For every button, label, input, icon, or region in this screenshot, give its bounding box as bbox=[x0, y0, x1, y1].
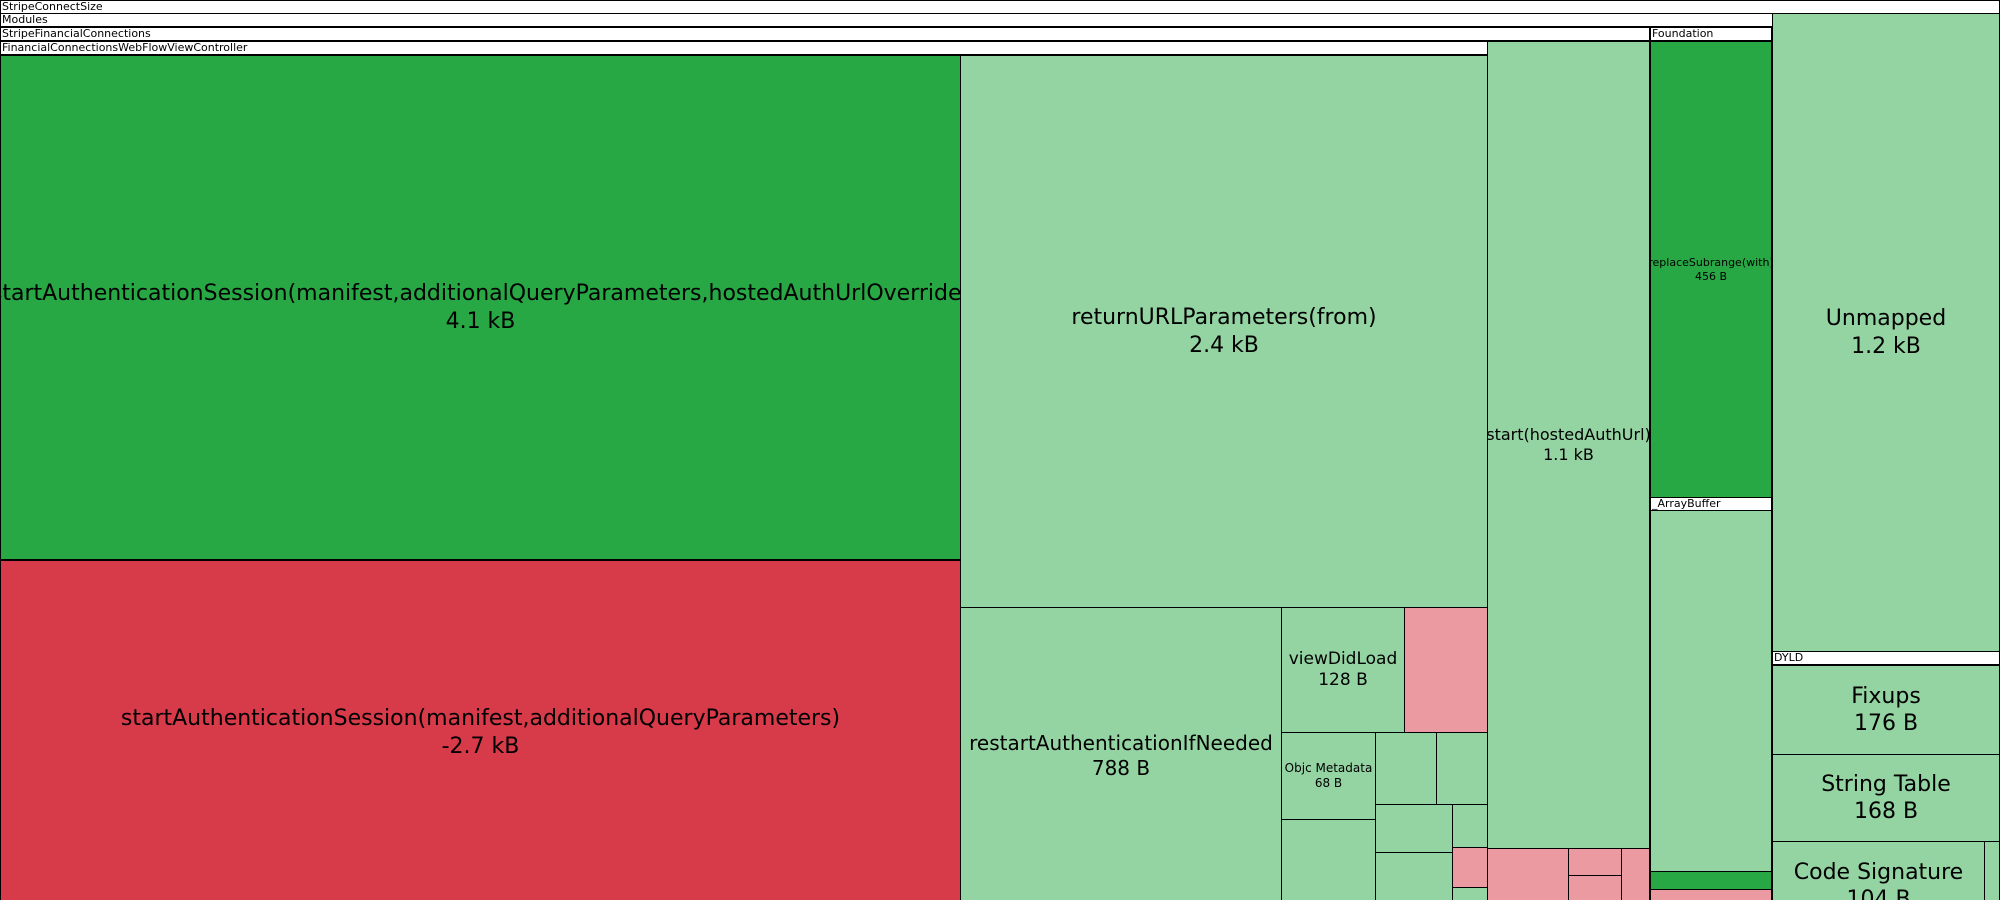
cell-value: 176 B bbox=[1853, 711, 1919, 736]
cell-label: startAuthenticationSession(manifest,addi… bbox=[120, 706, 841, 731]
treemap-cell[interactable] bbox=[1452, 847, 1488, 888]
treemap-cell[interactable]: returnURLParameters(from) 2.4 kB bbox=[960, 55, 1488, 608]
treemap-cell[interactable]: Unmapped 1.2 kB bbox=[1772, 13, 2000, 652]
treemap-cell[interactable]: Objc Metadata 68 B bbox=[1281, 732, 1376, 820]
cell-value: 2.4 kB bbox=[1189, 332, 1259, 358]
treemap-cell[interactable] bbox=[1650, 510, 1772, 872]
cell-value: -2.7 kB bbox=[441, 733, 520, 759]
cell-label: Unmapped bbox=[1825, 306, 1947, 331]
cell-value: 788 B bbox=[1091, 756, 1151, 780]
treemap-cell[interactable]: replaceSubrange(with) 456 B bbox=[1650, 41, 1772, 498]
treemap-cell[interactable]: restartAuthenticationIfNeeded 788 B bbox=[960, 607, 1282, 900]
cell-value: 128 B bbox=[1318, 670, 1368, 690]
treemap-cell[interactable] bbox=[1436, 732, 1488, 805]
group-header[interactable]: StripeConnectSize bbox=[0, 0, 2000, 14]
group-header-label: _ArrayBuffer bbox=[1652, 497, 1721, 510]
cell-value: 68 B bbox=[1314, 776, 1343, 790]
treemap-cell[interactable]: Fixups 176 B bbox=[1772, 665, 2000, 755]
treemap-cell[interactable] bbox=[1568, 875, 1622, 900]
treemap-cell[interactable] bbox=[1452, 887, 1488, 900]
cell-label: returnURLParameters(from) bbox=[1071, 305, 1377, 330]
cell-value: 104 B bbox=[1846, 887, 1911, 900]
treemap-cell[interactable]: startAuthenticationSession(manifest,addi… bbox=[0, 560, 961, 900]
treemap-cell[interactable]: start(hostedAuthUrl) 1.1 kB bbox=[1487, 41, 1650, 849]
cell-label: Fixups bbox=[1851, 683, 1921, 709]
treemap-cell[interactable] bbox=[1487, 848, 1569, 900]
group-header[interactable]: DYLD bbox=[1772, 651, 2000, 665]
group-header-label: StripeConnectSize bbox=[2, 0, 103, 13]
group-header-label: FinancialConnectionsWebFlowViewControlle… bbox=[2, 41, 248, 54]
cell-label: String Table bbox=[1821, 771, 1951, 797]
group-header[interactable]: _ArrayBuffer bbox=[1650, 497, 1772, 511]
treemap-cell[interactable] bbox=[1568, 848, 1622, 876]
cell-value: 168 B bbox=[1853, 799, 1919, 824]
treemap-cell[interactable]: Code Signature 104 B bbox=[1772, 841, 1985, 900]
group-header[interactable]: Modules bbox=[0, 13, 2000, 27]
cell-value: 1.2 kB bbox=[1851, 333, 1921, 359]
group-header[interactable]: FinancialConnectionsWebFlowViewControlle… bbox=[0, 41, 1488, 55]
treemap-cell[interactable] bbox=[1621, 848, 1650, 900]
cell-label: Code Signature bbox=[1793, 859, 1964, 885]
treemap-cell[interactable] bbox=[1375, 804, 1453, 853]
cell-label: restartAuthenticationIfNeeded bbox=[969, 731, 1273, 755]
treemap-cell[interactable]: viewDidLoad 128 B bbox=[1281, 607, 1405, 733]
treemap-cell[interactable]: String Table 168 B bbox=[1772, 754, 2000, 842]
cell-label: start(hostedAuthUrl) bbox=[1487, 425, 1650, 444]
treemap-cell[interactable]: startAuthenticationSession(manifest,addi… bbox=[0, 55, 961, 560]
treemap-cell[interactable] bbox=[1281, 819, 1376, 900]
cell-value: 4.1 kB bbox=[445, 308, 516, 334]
cell-value: 456 B bbox=[1694, 269, 1728, 283]
cell-label: viewDidLoad bbox=[1288, 648, 1398, 669]
group-header-label: Foundation bbox=[1652, 27, 1714, 40]
group-header-label: Modules bbox=[2, 13, 48, 26]
treemap-cell[interactable] bbox=[1650, 871, 1772, 890]
treemap-cell[interactable] bbox=[1375, 732, 1437, 805]
group-header[interactable]: StripeFinancialConnections bbox=[0, 27, 1650, 41]
cell-label: Objc Metadata bbox=[1284, 761, 1373, 775]
treemap-cell[interactable] bbox=[1984, 841, 2000, 900]
cell-label: startAuthenticationSession(manifest,addi… bbox=[0, 281, 961, 306]
group-header[interactable]: Foundation bbox=[1650, 27, 1772, 41]
treemap-cell[interactable] bbox=[1404, 607, 1488, 733]
treemap-cell[interactable] bbox=[1452, 804, 1488, 848]
cell-label: replaceSubrange(with) bbox=[1650, 255, 1772, 269]
group-header-label: DYLD bbox=[1774, 651, 1804, 664]
treemap-cell[interactable] bbox=[1650, 889, 1772, 900]
treemap-cell[interactable] bbox=[1375, 852, 1453, 900]
group-header-label: StripeFinancialConnections bbox=[2, 27, 151, 40]
cell-value: 1.1 kB bbox=[1543, 445, 1594, 464]
